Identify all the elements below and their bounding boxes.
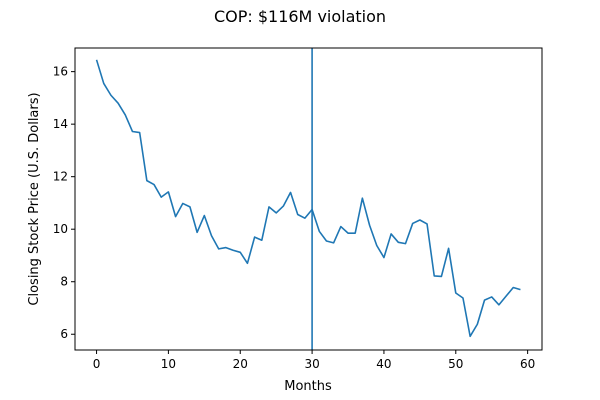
series-line [95, 59, 521, 338]
y-tick-label: 10 [53, 222, 68, 236]
plot-frame [74, 47, 543, 351]
x-tick-label: 30 [304, 357, 319, 371]
y-tick-label: 12 [53, 170, 68, 184]
chart-title: COP: $116M violation [214, 7, 386, 26]
y-tick-label: 14 [53, 117, 68, 131]
y-tick-label: 6 [60, 327, 68, 341]
x-tick-label: 40 [376, 357, 391, 371]
x-tick-label: 20 [233, 357, 248, 371]
x-axis: 0 10 20 30 40 50 60 [93, 350, 535, 371]
x-tick-label: 0 [93, 357, 101, 371]
x-tick-label: 60 [520, 357, 535, 371]
x-tick-label: 10 [161, 357, 176, 371]
y-tick-label: 16 [53, 65, 68, 79]
y-axis: 6 8 10 12 14 16 [53, 65, 75, 341]
x-tick-label: 50 [448, 357, 463, 371]
y-tick-label: 8 [60, 275, 68, 289]
y-axis-label: Closing Stock Price (U.S. Dollars) [27, 92, 42, 305]
plot-area [95, 48, 521, 350]
x-axis-label: Months [284, 379, 332, 394]
